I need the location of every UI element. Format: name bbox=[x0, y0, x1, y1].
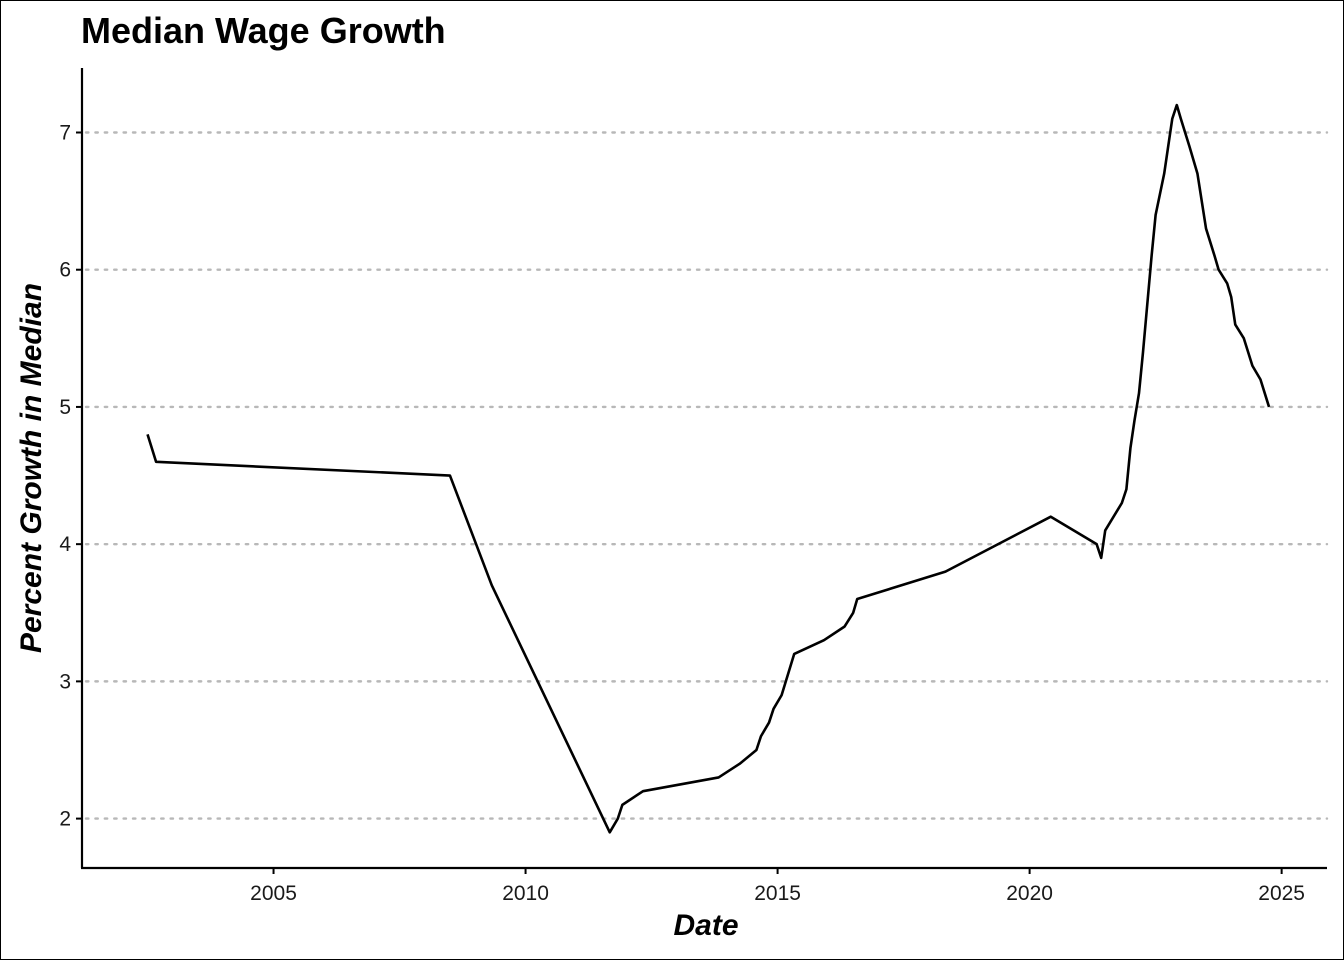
x-tick-label: 2020 bbox=[1006, 882, 1053, 905]
y-tick-label: 3 bbox=[59, 670, 71, 693]
chart-title: Median Wage Growth bbox=[81, 10, 446, 51]
gridlines bbox=[84, 131, 1329, 820]
y-tick-label: 5 bbox=[59, 396, 71, 419]
y-tick-label: 2 bbox=[59, 808, 71, 831]
y-axis-title: Percent Growth in Median bbox=[15, 283, 48, 653]
x-tick-label: 2025 bbox=[1258, 882, 1305, 905]
y-tick-label: 7 bbox=[59, 121, 71, 144]
series-line bbox=[146, 103, 1271, 834]
x-axis-ticks: 2005 2010 2015 2020 2025 bbox=[250, 868, 1305, 905]
x-tick-label: 2015 bbox=[754, 882, 801, 905]
x-axis-title: Date bbox=[673, 909, 738, 942]
y-tick-label: 6 bbox=[59, 259, 71, 282]
x-tick-label: 2005 bbox=[250, 882, 297, 905]
y-tick-label: 4 bbox=[59, 533, 71, 556]
series-group bbox=[146, 103, 1271, 834]
y-axis-ticks: 2 3 4 5 6 7 bbox=[59, 121, 82, 831]
x-tick-label: 2010 bbox=[502, 882, 549, 905]
